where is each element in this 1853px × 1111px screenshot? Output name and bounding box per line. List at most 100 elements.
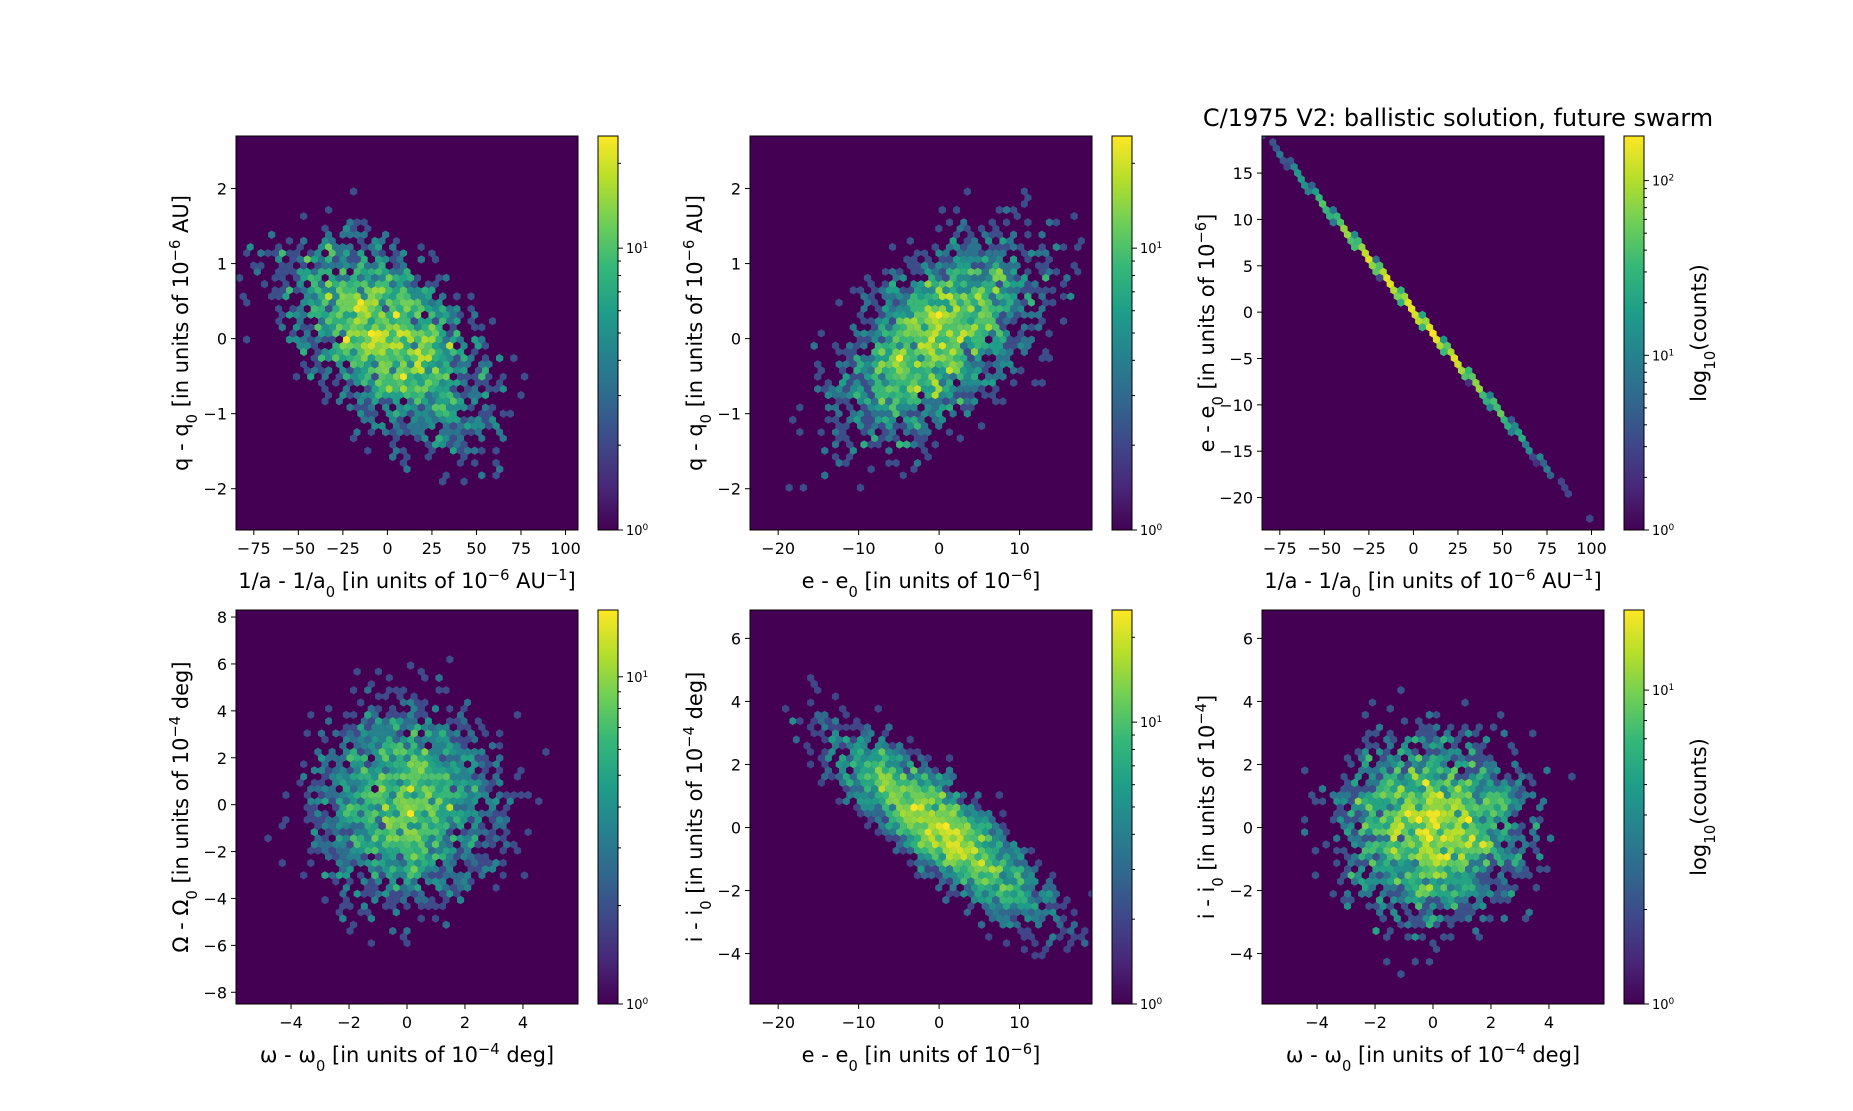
hexbin-cell [449, 723, 457, 732]
hexbin-cell [243, 797, 251, 806]
hexbin-cell [414, 347, 422, 357]
hexbin-cell [817, 329, 825, 338]
hexbin-cell [492, 784, 500, 794]
hexbin-cell [1489, 895, 1498, 905]
hexbin-cell [1457, 729, 1466, 738]
hexbin-cell [453, 279, 461, 289]
hexbin-cell [1418, 760, 1426, 769]
hexbin-cell [792, 710, 800, 720]
hexbin-cell [885, 323, 893, 332]
hexbin-cell [385, 760, 393, 769]
hexbin-cell [928, 821, 936, 831]
hexbin-cell [439, 378, 447, 387]
hexbin-cell [325, 205, 333, 215]
hexbin-cell [1077, 372, 1085, 381]
hexbin-cell [896, 255, 904, 264]
hexbin-cell [396, 341, 404, 350]
hexbin-cell [999, 920, 1007, 929]
hexbin-cell [924, 840, 932, 849]
hexbin-cell [1031, 378, 1039, 387]
hexbin-cell [799, 483, 808, 492]
hexbin-cell [560, 378, 568, 387]
hexbin-cell [1002, 329, 1011, 338]
hexbin-cell [967, 889, 975, 898]
hexbin-cell [1468, 809, 1476, 818]
hexbin-cell [753, 440, 761, 449]
hexbin-cell [378, 698, 386, 707]
hexbin-cell [863, 458, 872, 468]
hexbin-cell [303, 753, 311, 763]
hexbin-cell [1368, 871, 1377, 880]
hexbin-cell [374, 255, 383, 264]
hexbin-cell [888, 766, 897, 775]
hexbin-cell [292, 212, 301, 221]
hexbin-cell [992, 409, 1000, 418]
hexbin-cell [460, 865, 468, 874]
hexbin-cell [1074, 951, 1082, 960]
hexbin-cell [314, 212, 322, 221]
hexbin-cell [828, 723, 836, 732]
hexbin-cell [1461, 920, 1469, 929]
hexbin-cell [860, 704, 868, 713]
hexbin-cell [931, 403, 939, 412]
hexbin-cell [439, 255, 447, 264]
hexbin-cell [1304, 187, 1312, 196]
hexbin-cell [1067, 218, 1075, 227]
hexbin-cell [1507, 852, 1515, 861]
hexbin-cell [1042, 224, 1050, 233]
hexbin-cell [1010, 316, 1018, 326]
hexbin-cell [471, 834, 479, 843]
hexbin-cell [342, 261, 351, 270]
hexbin-cell [310, 840, 318, 849]
hexbin-cell [317, 766, 326, 775]
hexbin-cell [389, 692, 397, 701]
hexbin-cell [892, 310, 900, 320]
hexbin-cell [360, 790, 368, 800]
hexbin-cell [428, 834, 436, 843]
hexbin-cell [892, 347, 900, 357]
hexbin-cell [949, 821, 957, 831]
hexbin-cell [435, 772, 443, 781]
hexbin-cell [896, 378, 904, 387]
hexbin-cell [364, 760, 372, 769]
hexbin-cell [935, 249, 943, 258]
hexbin-cell [339, 378, 347, 387]
hexbin-cell [828, 397, 836, 406]
hexbin-cell [289, 353, 297, 363]
hexbin-cell [463, 698, 472, 707]
hexbin-cell [282, 827, 290, 837]
hexbin-cell [878, 421, 886, 431]
hexbin-cell [346, 242, 354, 252]
hexbin-cell [389, 741, 397, 750]
hexbin-cell [1077, 236, 1085, 246]
hexbin-cell [885, 821, 893, 831]
hexbin-cell [871, 323, 879, 332]
hexbin-cell [339, 329, 347, 338]
hexbin-cell [385, 735, 393, 744]
hexbin-cell [339, 790, 347, 800]
hexbin-cell [442, 772, 450, 781]
hexbin-cell [839, 692, 847, 701]
hexbin-cell [928, 747, 936, 757]
hexbin-cell [349, 846, 358, 855]
hexbin-cell [913, 409, 922, 418]
hexbin-cell [821, 298, 829, 307]
hexbin-cell [846, 716, 854, 726]
hexbin-cell [814, 310, 822, 320]
hexbin-cell [992, 298, 1000, 307]
hexbin-cell [481, 889, 489, 898]
hexbin-cell [1393, 766, 1401, 775]
hexbin-cell [1059, 865, 1068, 874]
hexbin-cell [396, 255, 404, 264]
hexbin-cell [977, 335, 986, 344]
hexbin-cell [446, 865, 454, 874]
hexbin-cell [321, 710, 329, 720]
hexbin-cell [1397, 286, 1405, 295]
hexbin-cell [842, 772, 850, 781]
hexbin-cell [1042, 249, 1050, 258]
hexbin-cell [1436, 827, 1444, 837]
hexbin-cell [1038, 902, 1046, 911]
hexbin-cell [513, 797, 522, 806]
hexbin-cell [881, 753, 889, 763]
hexbin-cell [424, 292, 432, 301]
